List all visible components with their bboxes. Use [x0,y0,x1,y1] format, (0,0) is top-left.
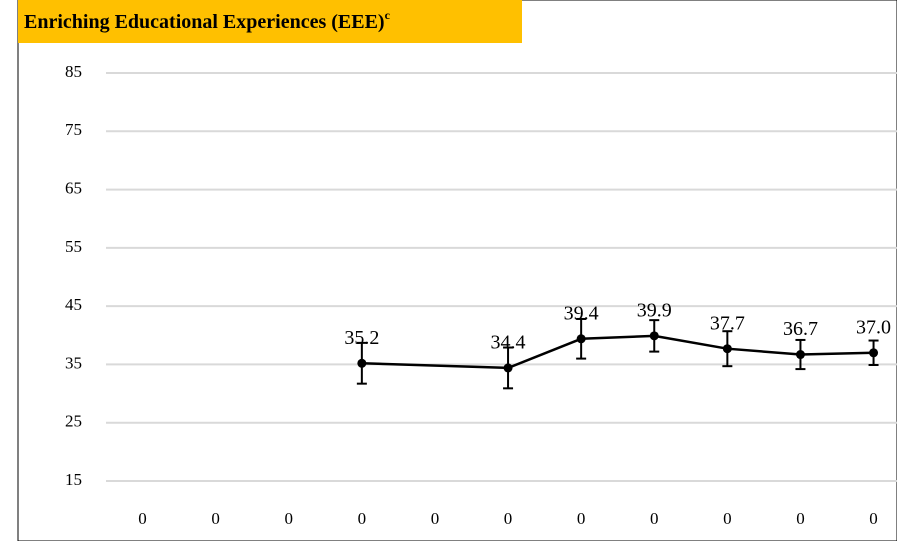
data-label: 35.2 [344,327,379,349]
y-tick-label: 75 [65,120,82,139]
x-tick-label: 0 [211,509,220,528]
x-tick-label: 0 [796,509,805,528]
x-tick-label: 0 [504,509,513,528]
line-segment [727,347,801,356]
line-segment [507,337,582,370]
x-tick-label: 0 [723,509,732,528]
y-tick-label: 15 [65,470,82,489]
line-segment [581,334,655,341]
line-segment [361,362,509,370]
data-label: 39.4 [564,302,599,324]
data-label: 36.7 [783,318,818,340]
data-label: 39.9 [637,299,672,321]
chart-frame [17,0,897,541]
data-point [576,334,586,344]
y-tick-label: 65 [65,178,82,197]
data-label: 37.0 [856,316,891,338]
title-text: Enriching Educational Experiences (EEE) [24,11,385,33]
data-point [795,350,805,360]
x-tick-label: 0 [869,509,878,528]
data-point [649,331,659,341]
line-segment [654,334,728,350]
x-tick-label: 0 [650,509,659,528]
line-segment [800,351,874,356]
data-point [503,363,513,373]
y-tick-label: 25 [65,412,82,431]
x-tick-label: 0 [285,509,294,528]
y-tick-label: 85 [65,62,82,81]
y-tick-label: 45 [65,295,82,314]
data-label: 34.4 [491,332,526,354]
data-point [869,348,879,358]
title-superscript: c [385,8,391,22]
chart-title: Enriching Educational Experiences (EEE)c [24,8,391,33]
x-tick-label: 0 [431,509,440,528]
title-box [18,0,522,43]
data-point [722,344,732,354]
y-tick-label: 35 [65,353,82,372]
x-tick-label: 0 [577,509,586,528]
y-tick-label: 55 [65,237,82,256]
data-point [357,358,367,368]
x-tick-label: 0 [138,509,147,528]
x-tick-label: 0 [358,509,367,528]
data-label: 37.7 [710,312,745,334]
